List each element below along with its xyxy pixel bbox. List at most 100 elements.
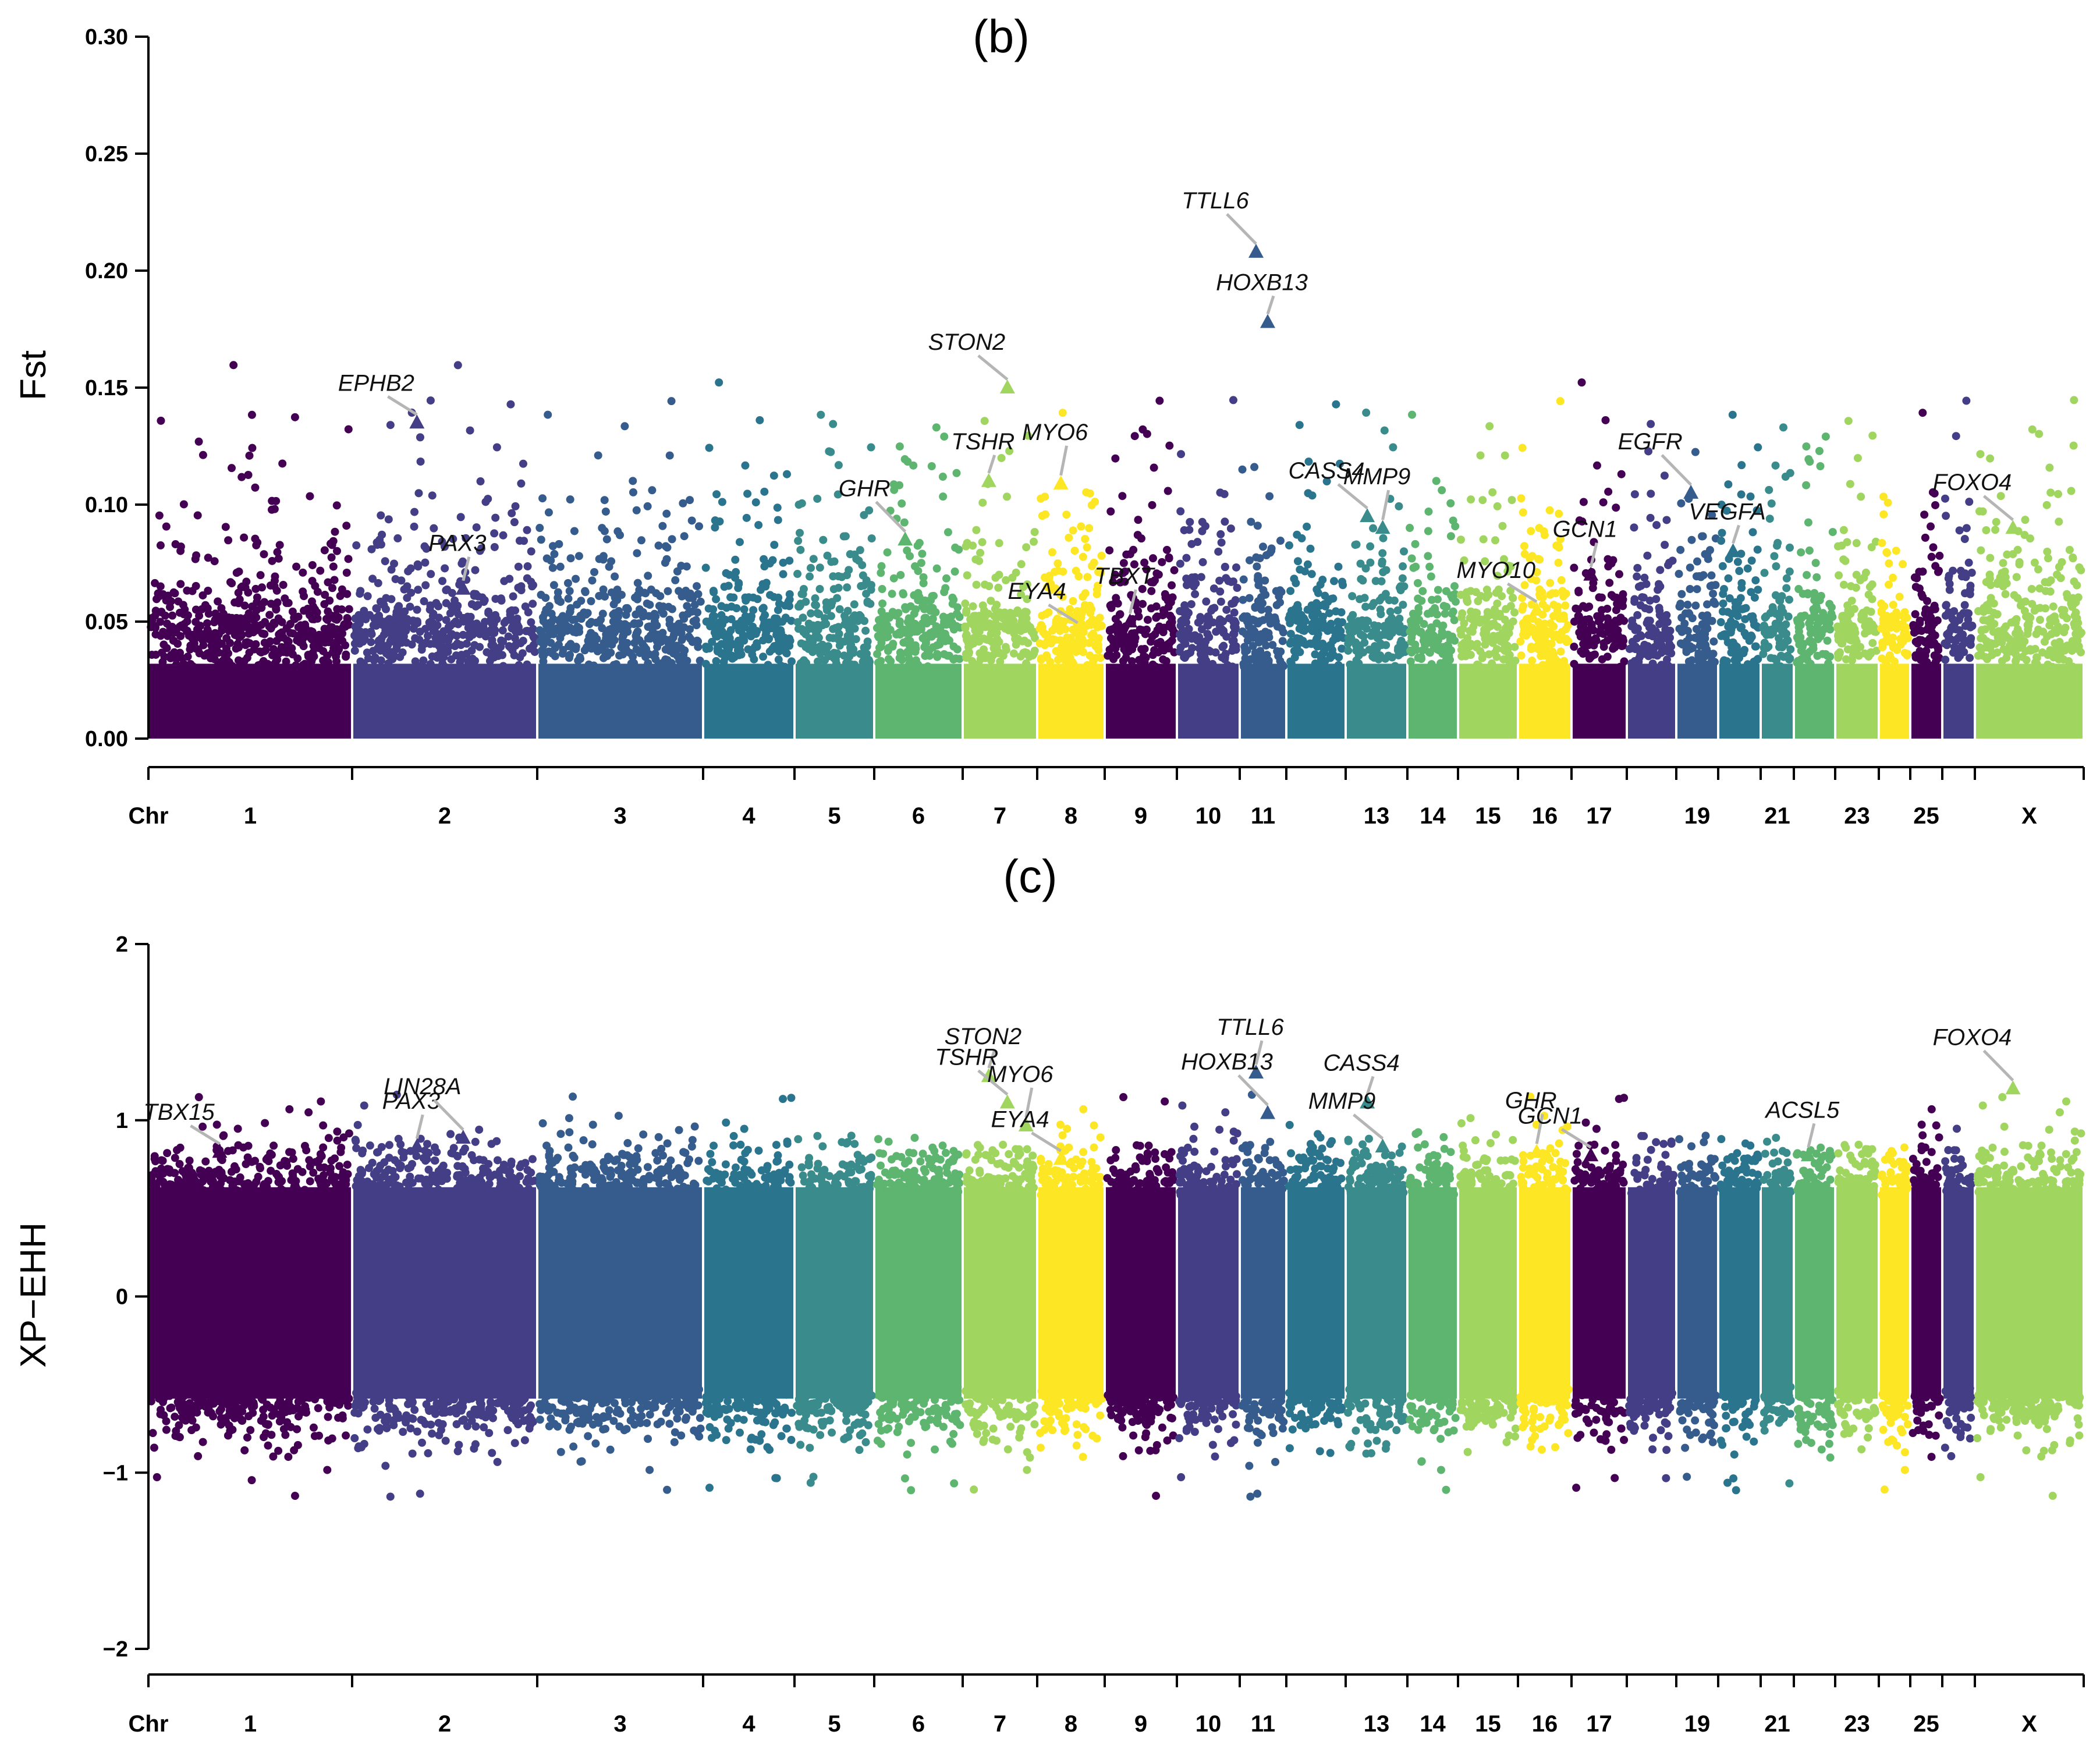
snp-point (1785, 595, 1793, 604)
snp-point (1182, 574, 1191, 583)
snp-point (1974, 607, 1982, 616)
snp-point (428, 652, 437, 661)
snp-point (1138, 425, 1147, 434)
snp-point (1910, 623, 1918, 631)
snp-point (198, 636, 207, 644)
snp-point (1266, 619, 1275, 628)
snp-point (218, 1193, 226, 1202)
snp-point (1311, 650, 1319, 659)
snp-point (320, 546, 329, 555)
snp-point (875, 643, 884, 652)
snp-point (237, 583, 246, 592)
snp-point (917, 664, 926, 673)
snp-point (713, 645, 722, 654)
snp-point (1748, 528, 1757, 537)
snp-point (1535, 585, 1544, 594)
snp-point (171, 589, 179, 598)
snp-point (1424, 527, 1432, 535)
snp-point (1129, 545, 1138, 554)
snp-point (1417, 627, 1425, 636)
snp-point (686, 589, 695, 598)
snp-point (1080, 638, 1089, 647)
snp-point (265, 611, 274, 619)
snp-point (1964, 558, 1973, 567)
snp-point (865, 506, 874, 515)
snp-point (1399, 562, 1407, 571)
snp-point (1332, 400, 1340, 409)
snp-point (602, 535, 611, 544)
snp-point (1839, 526, 1848, 534)
snp-point (1038, 512, 1047, 520)
snp-point (885, 613, 894, 622)
snp-point (497, 596, 506, 605)
snp-point (573, 600, 581, 609)
snp-point (1178, 626, 1187, 635)
snp-point (759, 604, 768, 612)
snp-point (1620, 657, 1629, 666)
snp-point (204, 635, 213, 644)
snp-point (566, 607, 574, 616)
snp-point (1037, 655, 1045, 664)
snp-point (1765, 515, 1774, 523)
snp-point (591, 642, 600, 651)
snp-point (514, 562, 523, 571)
snp-point (1097, 622, 1106, 630)
point-cloud (704, 664, 793, 739)
snp-point (574, 624, 583, 633)
snp-point (1150, 463, 1158, 472)
snp-point (558, 650, 567, 658)
snp-point (594, 451, 602, 460)
snp-point (251, 640, 260, 648)
snp-point (633, 590, 642, 599)
snp-point (1333, 618, 1342, 626)
snp-point (336, 591, 345, 600)
snp-point (1732, 642, 1740, 651)
snp-point (319, 647, 328, 655)
snp-point (1317, 658, 1325, 666)
snp-point (785, 595, 794, 604)
snp-point (1999, 559, 2007, 567)
snp-point (1705, 546, 1714, 555)
snp-point (963, 571, 971, 580)
snp-point (976, 548, 985, 557)
snp-point (1911, 651, 1920, 660)
snp-point (155, 511, 164, 520)
snp-point (1986, 554, 1995, 562)
snp-point (1456, 535, 1465, 544)
snp-point (599, 645, 608, 654)
snp-point (247, 410, 256, 419)
snp-point (1430, 604, 1439, 612)
snp-point (1519, 622, 1528, 631)
snp-point (914, 589, 923, 598)
snp-point (1889, 633, 1897, 642)
snp-point (1083, 573, 1092, 581)
snp-point (338, 623, 347, 632)
snp-point (352, 541, 361, 550)
snp-point (796, 528, 804, 537)
snp-point (494, 645, 503, 654)
snp-point (320, 625, 329, 633)
snp-point (599, 555, 608, 564)
snp-point (1122, 550, 1131, 559)
snp-point (1546, 579, 1555, 587)
snp-point (1018, 637, 1027, 645)
snp-point (2002, 579, 2011, 588)
snp-point (384, 641, 392, 650)
snp-point (1221, 563, 1229, 572)
snp-point (1878, 654, 1886, 663)
snp-point (1693, 557, 1702, 566)
snp-point (1339, 581, 1347, 590)
point-cloud (150, 1187, 351, 1399)
snp-point (1542, 604, 1551, 612)
snp-point (2046, 587, 2055, 596)
snp-point (1438, 486, 1446, 495)
snp-point (217, 604, 226, 612)
snp-point (233, 640, 242, 648)
snp-point (1059, 617, 1068, 626)
snp-point (867, 443, 875, 452)
snp-point (167, 1403, 176, 1412)
snp-point (1143, 625, 1151, 634)
snp-point (1206, 647, 1215, 656)
snp-point (1976, 450, 1985, 459)
snp-point (222, 1386, 231, 1395)
